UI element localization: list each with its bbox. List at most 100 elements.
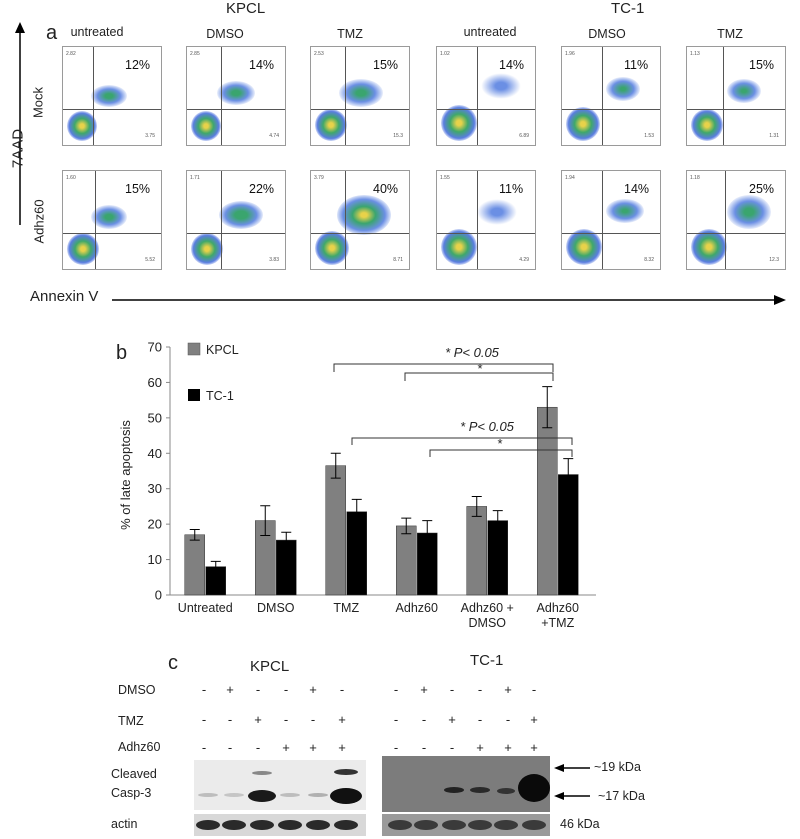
- western-blot-tc1-casp3: [382, 756, 550, 812]
- treatment-sign: -: [255, 740, 261, 755]
- treatment-sign: -: [255, 682, 261, 697]
- treatment-sign: -: [393, 682, 399, 697]
- condition-label: untreated: [463, 25, 517, 39]
- condition-label: TMZ: [337, 27, 363, 41]
- x-tick-label: DMSO: [257, 601, 295, 615]
- flow-plot: 1.13 1.31 15%: [686, 46, 786, 146]
- y-axis-arrow: [15, 22, 25, 225]
- wb-group-kpcl: KPCL: [250, 658, 290, 675]
- treatment-sign: -: [477, 682, 483, 697]
- marker-17kda: ~17 kDa: [598, 789, 645, 803]
- legend-label-tc1: TC-1: [206, 389, 234, 403]
- flow-plot: 2.82 3.75 12%: [62, 46, 162, 146]
- flow-plot: 1.71 3.83 22%: [186, 170, 286, 270]
- treatment-sign: +: [282, 740, 290, 755]
- condition-label: DMSO: [206, 27, 244, 41]
- x-tick-label: Untreated: [178, 601, 233, 615]
- significance-label: * P< 0.05: [445, 345, 500, 360]
- y-tick-label: 30: [148, 481, 162, 496]
- treatment-label-dmso: DMSO: [118, 683, 156, 697]
- percentage-label: 11%: [624, 58, 649, 72]
- flow-plot: 1.94 8.32 14%: [561, 170, 661, 270]
- significance-label: *: [497, 436, 502, 451]
- treatment-sign: -: [393, 740, 399, 755]
- percentage-label: 22%: [249, 182, 275, 196]
- treatment-sign: +: [504, 682, 512, 697]
- x-tick-label: Adhz60: [396, 601, 438, 615]
- flow-plot: 1.60 5.52 15%: [62, 170, 162, 270]
- treatment-sign: +: [338, 740, 346, 755]
- percentage-label: 12%: [125, 58, 151, 72]
- condition-label: untreated: [70, 25, 124, 39]
- band-label-cleaved: Cleaved: [111, 767, 157, 781]
- error-bar: [422, 520, 433, 546]
- error-bar: [542, 386, 553, 429]
- error-bar: [563, 458, 574, 491]
- percentage-label: 15%: [373, 58, 399, 72]
- x-tick-label: +TMZ: [541, 616, 574, 630]
- y-tick-label: 40: [148, 446, 162, 461]
- treatment-sign: -: [421, 712, 427, 727]
- flow-plot: 3.79 8.71 40%: [310, 170, 410, 270]
- error-bar: [210, 560, 221, 573]
- bar-tc1: [487, 520, 508, 596]
- bar-tc1: [558, 474, 579, 596]
- bar-kpcl: [396, 525, 417, 596]
- y-tick-label: 70: [148, 340, 162, 355]
- treatment-sign: -: [393, 712, 399, 727]
- western-blot-tc1-actin: [382, 814, 550, 836]
- treatment-sign: -: [201, 682, 207, 697]
- treatment-sign: -: [505, 712, 511, 727]
- condition-label: DMSO: [588, 27, 626, 41]
- legend-swatch-kpcl: [187, 342, 201, 356]
- y-tick-label: 20: [148, 517, 162, 532]
- error-bar: [401, 517, 412, 535]
- x-tick-label: Adhz60: [537, 601, 579, 615]
- flow-plot: 1.18 12.3 25%: [686, 170, 786, 270]
- row-label-mock: Mock: [30, 86, 46, 119]
- x-axis-arrow: [112, 295, 786, 305]
- marker-arrows: [554, 764, 590, 800]
- significance-bracket: [333, 363, 554, 372]
- treatment-label-tmz: TMZ: [118, 714, 144, 728]
- treatment-sign: +: [226, 682, 234, 697]
- bar-kpcl: [184, 534, 205, 596]
- x-tick-label: DMSO: [469, 616, 507, 630]
- y-tick-label: 50: [148, 410, 162, 425]
- treatment-sign: +: [309, 740, 317, 755]
- significance-bracket: [404, 372, 554, 381]
- treatment-sign: -: [227, 740, 233, 755]
- significance-bracket: [351, 437, 573, 445]
- percentage-label: 14%: [249, 58, 275, 72]
- marker-46kda: 46 kDa: [560, 817, 600, 831]
- y-axis-label: % of late apoptosis: [118, 420, 133, 530]
- western-blot-kpcl-actin: [194, 814, 366, 836]
- marker-19kda: ~19 kDa: [594, 760, 641, 774]
- percentage-label: 15%: [749, 58, 775, 72]
- y-tick-label: 60: [148, 375, 162, 390]
- panel-b-label: b: [116, 342, 128, 364]
- significance-label: * P< 0.05: [460, 419, 515, 434]
- treatment-sign: +: [420, 682, 428, 697]
- significance-label: *: [477, 361, 482, 376]
- treatment-label-adhz60: Adhz60: [118, 740, 161, 754]
- treatment-sign: +: [448, 712, 456, 727]
- treatment-sign: -: [421, 740, 427, 755]
- flow-plot: 1.96 1.53 11%: [561, 46, 661, 146]
- treatment-sign: -: [449, 682, 455, 697]
- bar-chart: 0 10 20 30 40 50 60 70 Untreated DMSO TMZ Adhz60 Ad…: [118, 340, 596, 630]
- bar-kpcl: [325, 465, 346, 596]
- error-bar: [330, 452, 341, 479]
- flow-plot: 2.53 15.3 15%: [310, 46, 410, 146]
- percentage-label: 40%: [373, 182, 399, 196]
- treatment-sign: +: [530, 712, 538, 727]
- treatment-sign: -: [201, 740, 207, 755]
- treatment-sign: -: [339, 682, 345, 697]
- legend-label-kpcl: KPCL: [206, 343, 239, 357]
- flow-plot: 2.85 4.74 14%: [186, 46, 286, 146]
- flow-plot: 1.02 6.89 14%: [436, 46, 536, 146]
- error-bar: [351, 498, 362, 525]
- treatment-sign: -: [449, 740, 455, 755]
- error-bar: [492, 510, 503, 532]
- percentage-label: 25%: [749, 182, 775, 196]
